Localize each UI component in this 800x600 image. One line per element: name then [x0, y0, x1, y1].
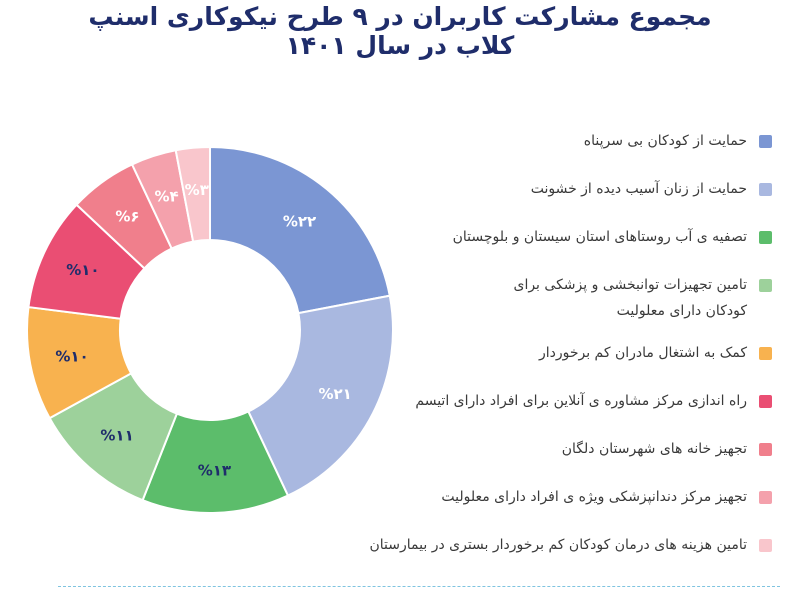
legend-item: حمایت از کودکان بی سرپناه — [352, 128, 772, 154]
legend-swatch — [759, 347, 772, 360]
slice-percentage-label: %۱۰ — [55, 347, 88, 365]
divider-line — [58, 586, 780, 587]
legend-label: تجهیز خانه های شهرستان دلگان — [561, 441, 747, 457]
legend-item: کمک به اشتغال مادران کم برخوردار — [352, 340, 772, 366]
legend-item: تجهیز مرکز دندانپزشکی ویژه ی افراد دارای… — [352, 484, 772, 510]
legend-swatch — [759, 135, 772, 148]
slice-percentage-label: %۲۱ — [319, 385, 352, 403]
slice-percentage-label: %۱۱ — [100, 426, 133, 444]
legend-item: راه اندازی مرکز مشاوره ی آنلاین برای افر… — [352, 388, 772, 414]
legend-label: تامین تجهیزات توانبخشی و پزشکی برای کودک… — [513, 277, 747, 319]
legend-item: تصفیه ی آب روستاهای استان سیستان و بلوچس… — [352, 224, 772, 250]
slice-percentage-label: %۲۲ — [283, 213, 316, 231]
chart-legend: حمایت از کودکان بی سرپناه حمایت از زنان آ… — [352, 128, 772, 580]
legend-item: تجهیز خانه های شهرستان دلگان — [352, 436, 772, 462]
legend-item: تامین هزینه های درمان کودکان کم برخوردار… — [352, 532, 772, 558]
legend-label: راه اندازی مرکز مشاوره ی آنلاین برای افر… — [415, 393, 747, 409]
slice-percentage-label: %۱۳ — [198, 461, 231, 479]
legend-swatch — [759, 491, 772, 504]
legend-label: تامین هزینه های درمان کودکان کم برخوردار… — [369, 537, 748, 553]
donut-slice-1 — [209, 145, 391, 315]
legend-item: تامین تجهیزات توانبخشی و پزشکی برای کودک… — [352, 272, 772, 324]
slice-percentage-label: %۱۰ — [66, 261, 99, 279]
legend-label: حمایت از زنان آسیب دیده از خشونت — [530, 181, 747, 197]
chart-title: مجموع مشارکت کاربران در ۹ طرح نیکوکاری ا… — [88, 2, 712, 60]
slice-percentage-label: %۴ — [154, 187, 178, 205]
donut-slice-2 — [246, 294, 394, 497]
legend-swatch — [759, 279, 772, 292]
donut-chart: %۲۲ %۲۱ %۱۳ %۱۱ %۱۰ %۱۰ %۶ %۴ %۳ — [26, 145, 394, 514]
slice-percentage-label: %۳ — [185, 181, 209, 199]
slice-percentage-label: %۶ — [115, 207, 139, 225]
legend-swatch — [759, 443, 772, 456]
donut-slice-9 — [174, 145, 211, 243]
legend-swatch — [759, 183, 772, 196]
legend-label: حمایت از کودکان بی سرپناه — [583, 133, 747, 149]
legend-swatch — [759, 231, 772, 244]
legend-label: تجهیز مرکز دندانپزشکی ویژه ی افراد دارای… — [441, 489, 747, 505]
legend-label: کمک به اشتغال مادران کم برخوردار — [538, 345, 747, 361]
legend-label: تصفیه ی آب روستاهای استان سیستان و بلوچس… — [452, 229, 747, 245]
legend-swatch — [759, 539, 772, 552]
legend-swatch — [759, 395, 772, 408]
legend-item: حمایت از زنان آسیب دیده از خشونت — [352, 176, 772, 202]
